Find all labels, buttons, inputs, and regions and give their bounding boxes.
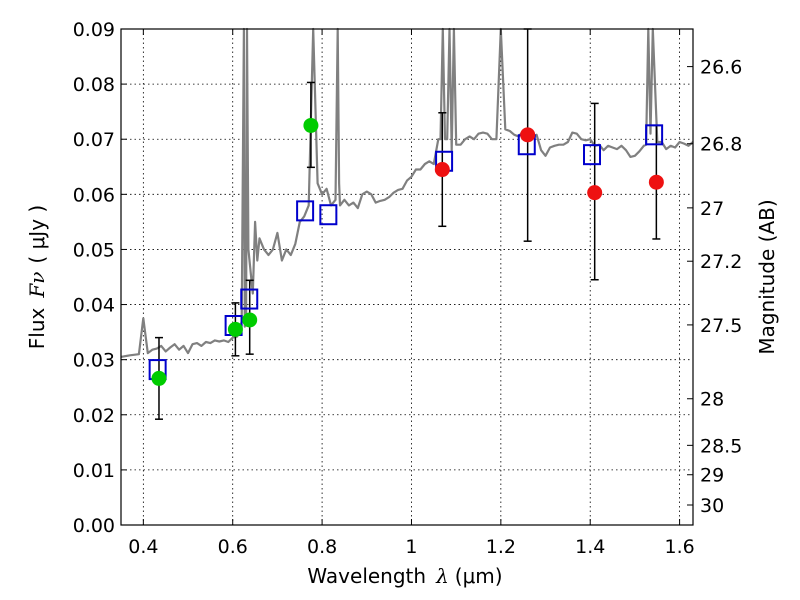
nir-photometry-point	[648, 174, 664, 190]
y-tick-label: 0.00	[73, 515, 115, 537]
optical-photometry-point	[151, 370, 167, 386]
x-tick-label: 1.2	[486, 536, 516, 558]
mag-tick-label: 27	[700, 198, 724, 220]
model-bandflux-square	[645, 124, 664, 146]
x-tick-label: 0.8	[307, 536, 337, 558]
model-bandflux-square	[240, 288, 259, 310]
y-tick-label: 0.05	[73, 239, 115, 261]
optical-photometry-point	[227, 321, 243, 337]
y-tick-label: 0.03	[73, 350, 115, 372]
model-bandflux-square	[296, 200, 315, 222]
mag-tick-label: 29	[700, 465, 724, 487]
model-bandflux-square	[583, 144, 602, 166]
mag-tick-label: 27.5	[700, 315, 742, 337]
mag-tick-label: 28.5	[700, 435, 742, 457]
x-axis-label: Wavelength λ (μm)	[307, 564, 502, 588]
mag-tick-label: 27.2	[700, 251, 742, 273]
axis-ticks: 0.4 0.6 0.8 1 1.2 1.4 1.6 0.00 0.01 0.02 0.03 0.04 0…	[73, 19, 743, 558]
x-tick-label: 1.6	[664, 536, 694, 558]
y2-axis-label: Magnitude (AB)	[755, 199, 779, 354]
x-tick-label: 1.4	[575, 536, 605, 558]
y-tick-label: 0.07	[73, 129, 115, 151]
x-tick-label: 0.4	[128, 536, 158, 558]
x-tick-label: 0.6	[218, 536, 248, 558]
nir-photometry-point	[434, 162, 450, 178]
mag-tick-label: 30	[700, 495, 724, 517]
y-tick-label: 0.06	[73, 184, 115, 206]
mag-tick-label: 26.8	[700, 134, 742, 156]
y-axis-label: FluxFν( μJy )	[25, 205, 49, 349]
plot-frame	[120, 28, 694, 526]
photometry-layer	[151, 117, 664, 386]
mag-tick-label: 28	[700, 389, 724, 411]
model-bandflux-square	[319, 204, 338, 226]
nir-photometry-point	[587, 185, 603, 201]
x-tick-label: 1	[405, 536, 417, 558]
y-tick-label: 0.01	[73, 460, 115, 482]
y-tick-label: 0.08	[73, 74, 115, 96]
y-tick-label: 0.02	[73, 405, 115, 427]
optical-photometry-point	[303, 117, 319, 133]
mag-tick-label: 26.6	[700, 57, 742, 79]
y-tick-label: 0.09	[73, 19, 115, 41]
y-tick-label: 0.04	[73, 295, 115, 317]
nir-photometry-point	[520, 127, 536, 143]
optical-photometry-point	[242, 312, 258, 328]
